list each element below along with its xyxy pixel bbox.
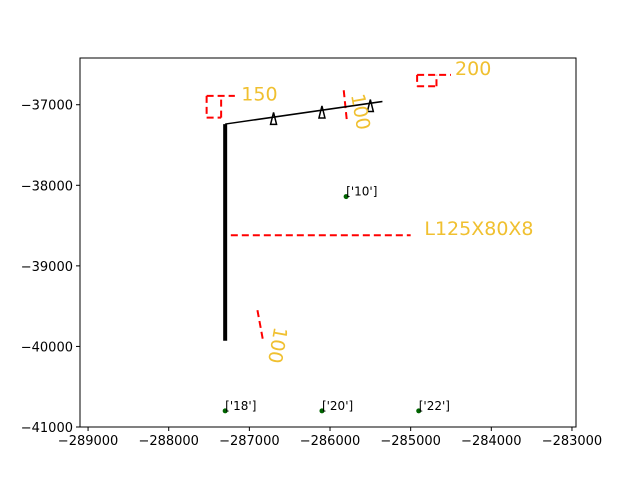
plot-area [79, 57, 577, 428]
rafter-member [225, 100, 383, 125]
y-tick-label: −40000 [21, 340, 73, 355]
node-point [416, 408, 422, 414]
y-tick-label: −39000 [21, 260, 73, 275]
support-marker [317, 105, 326, 119]
dimension-annotation: 150 [241, 84, 277, 106]
dimension-line [342, 90, 348, 122]
y-axis: −37000 −38000 −39000 −40000 −41000 [21, 99, 80, 436]
y-tick-label: −38000 [21, 179, 73, 194]
dimension-lines [205, 73, 451, 341]
dimension-line [256, 309, 265, 341]
x-tick-label: −286000 [300, 434, 361, 449]
x-tick-label: −289000 [58, 434, 119, 449]
node-label: ['10'] [346, 185, 377, 199]
x-tick-label: −283000 [542, 434, 603, 449]
support-marker [269, 112, 278, 126]
support-markers [269, 99, 375, 126]
node-markers: ['10'] ['18'] ['20'] ['22'] [222, 185, 450, 414]
dimension-annotation: L125X80X8 [424, 218, 533, 240]
node-label: ['20'] [322, 399, 353, 413]
x-tick-label: −285000 [380, 434, 441, 449]
y-tick-label: −41000 [21, 421, 73, 436]
x-axis: −289000 −288000 −287000 −286000 −285000 −2840… [58, 427, 602, 449]
node-point [343, 194, 349, 200]
y-tick-label: −37000 [21, 99, 73, 114]
x-tick-label: −284000 [461, 434, 522, 449]
x-tick-label: −288000 [138, 434, 199, 449]
dimension-annotation: 200 [455, 58, 491, 80]
node-label: ['22'] [419, 399, 450, 413]
node-point [319, 408, 325, 414]
x-tick-label: −287000 [219, 434, 280, 449]
node-point [222, 408, 228, 414]
structural-members [223, 100, 383, 341]
support-marker [366, 99, 375, 113]
node-label: ['18'] [225, 399, 256, 413]
